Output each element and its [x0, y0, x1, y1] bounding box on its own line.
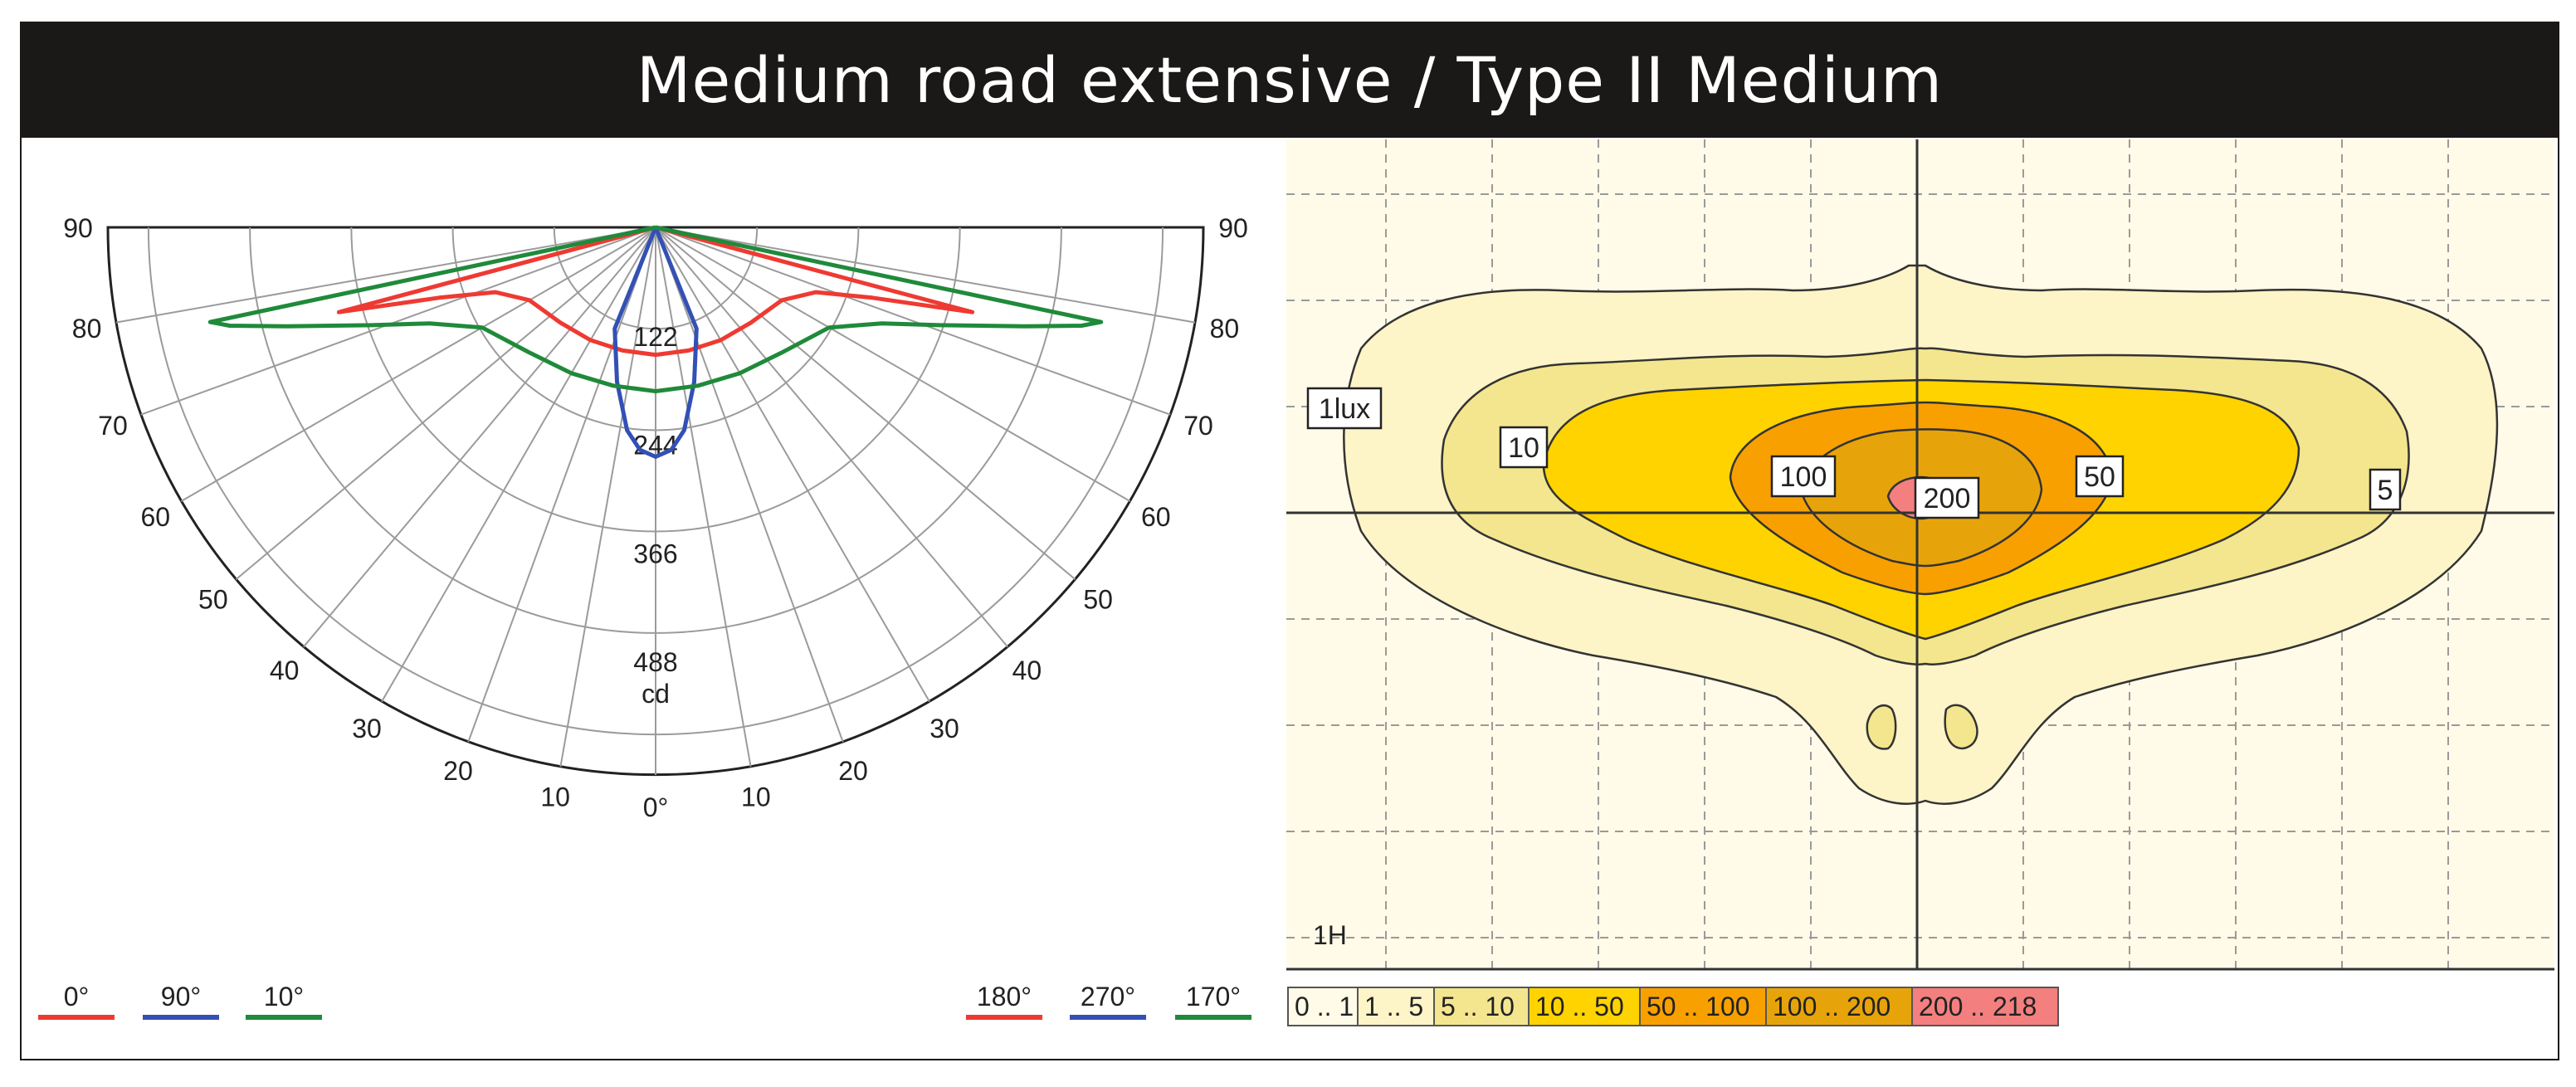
isolux-chart: 1lux 10 100 200 50 5 1H 0 .. 1 1 .. 5 5 ..… [1286, 139, 2554, 1026]
polar-angle-label-left: 30 [352, 714, 382, 743]
isolux-legend: 0 .. 1 1 .. 5 5 .. 10 10 .. 50 50 .. 100 100 … [1287, 987, 2059, 1026]
polar-angle-label-right: 30 [929, 714, 959, 743]
isolux-label-10: 10 [1499, 426, 1549, 469]
polar-spoke [467, 227, 656, 743]
polar-spoke [180, 227, 656, 502]
polar-angle-label-right: 90 [1218, 213, 1248, 243]
polar-angle-label-right: 40 [1012, 656, 1042, 685]
polar-spoke [140, 227, 656, 416]
polar-legend-label: 0° [64, 982, 90, 1011]
polar-angle-label-left: 70 [98, 411, 128, 441]
svg-text:10: 10 [1508, 432, 1539, 464]
isolux-legend-swatch [1765, 987, 1913, 1026]
svg-text:5: 5 [2378, 475, 2393, 506]
isolux-legend-swatch [1357, 987, 1435, 1026]
isolux-label-100: 100 [1770, 455, 1837, 498]
svg-text:50: 50 [2084, 461, 2115, 493]
polar-spoke [655, 227, 1009, 648]
polar-angle-label-right: 10 [741, 782, 771, 812]
isolux-legend-swatch [1528, 987, 1641, 1026]
polar-spoke [655, 227, 1196, 324]
polar-spoke [655, 227, 844, 743]
page-title: Medium road extensive / Type II Medium [20, 22, 2559, 138]
polar-angle-label-left: 50 [198, 584, 228, 614]
polar-spoke [302, 227, 656, 648]
polar-spoke [559, 227, 656, 768]
polar-legend-label: 10° [264, 982, 304, 1011]
polar-angle-label-right: 80 [1210, 314, 1240, 344]
polar-angle-label-left: 60 [140, 502, 170, 532]
isolux-legend-label: 5 .. 10 [1441, 992, 1515, 1021]
polar-angle-label-right: 50 [1083, 584, 1113, 614]
polar-ring [249, 227, 1062, 634]
polar-legend-label: 180° [977, 982, 1032, 1011]
polar-spoke [655, 227, 930, 703]
polar-angle-label-left: 10 [540, 782, 570, 812]
polar-series-green [207, 225, 1104, 393]
isolux-grid-label: 1H [1313, 920, 1347, 950]
polar-legend-label: 170° [1186, 982, 1241, 1011]
isolux-legend-label: 200 .. 218 [1919, 992, 2037, 1021]
isolux-legend-swatch [1639, 987, 1767, 1026]
polar-angle-label-left: 90 [63, 213, 93, 243]
polar-spoke [655, 227, 752, 768]
polar-ring [147, 227, 1164, 735]
isolux-legend-label: 10 .. 50 [1535, 992, 1624, 1021]
polar-spoke [381, 227, 656, 703]
polar-legend-label: 90° [161, 982, 201, 1011]
polar-ring [350, 227, 961, 533]
isolux-legend-label: 100 .. 200 [1773, 992, 1891, 1021]
polar-angle-label-right: 60 [1141, 502, 1171, 532]
svg-text:200: 200 [1924, 483, 1971, 514]
isolux-label-200: 200 [1914, 476, 1980, 519]
polar-spoke [655, 227, 1171, 416]
polar-angle-label-left: 20 [443, 756, 473, 786]
polar-spoke [235, 227, 656, 581]
isolux-legend-label: 1 .. 5 [1364, 992, 1423, 1021]
isolux-legend-swatch [1433, 987, 1530, 1026]
polar-radial-label: 366 [633, 539, 677, 568]
polar-angle-label-left: 40 [270, 656, 300, 685]
isolux-legend-label: 0 .. 1 [1295, 992, 1354, 1021]
svg-text:100: 100 [1780, 461, 1827, 493]
polar-angle-label-right: 70 [1183, 411, 1213, 441]
polar-angle-label-right: 20 [838, 756, 868, 786]
polar-angle-label-zero: 0° [643, 792, 669, 822]
isolux-legend-swatch [1911, 987, 2059, 1026]
svg-text:1lux: 1lux [1319, 393, 1370, 425]
polar-spoke [115, 227, 656, 324]
polar-series-red [336, 225, 975, 358]
polar-spoke [655, 227, 1131, 502]
isolux-lobe-left [1866, 704, 1897, 750]
isolux-label-5: 5 [2369, 468, 2402, 511]
polar-ring [553, 227, 759, 330]
isolux-legend-label: 50 .. 100 [1647, 992, 1750, 1021]
isolux-label-50: 50 [2075, 455, 2125, 498]
polar-radial-label: 122 [633, 322, 677, 352]
polar-legend-label: 270° [1081, 982, 1135, 1011]
isolux-legend-swatch [1287, 987, 1359, 1026]
isolux-label-1lux: 1lux [1306, 387, 1383, 430]
polar-radial-label: 488 [633, 647, 677, 677]
polar-angle-label-left: 80 [72, 314, 102, 344]
polar-spoke [655, 227, 1076, 581]
isolux-lobe-right [1944, 704, 1978, 750]
polar-unit-label: cd [642, 679, 670, 709]
polar-series-blue [612, 227, 699, 459]
